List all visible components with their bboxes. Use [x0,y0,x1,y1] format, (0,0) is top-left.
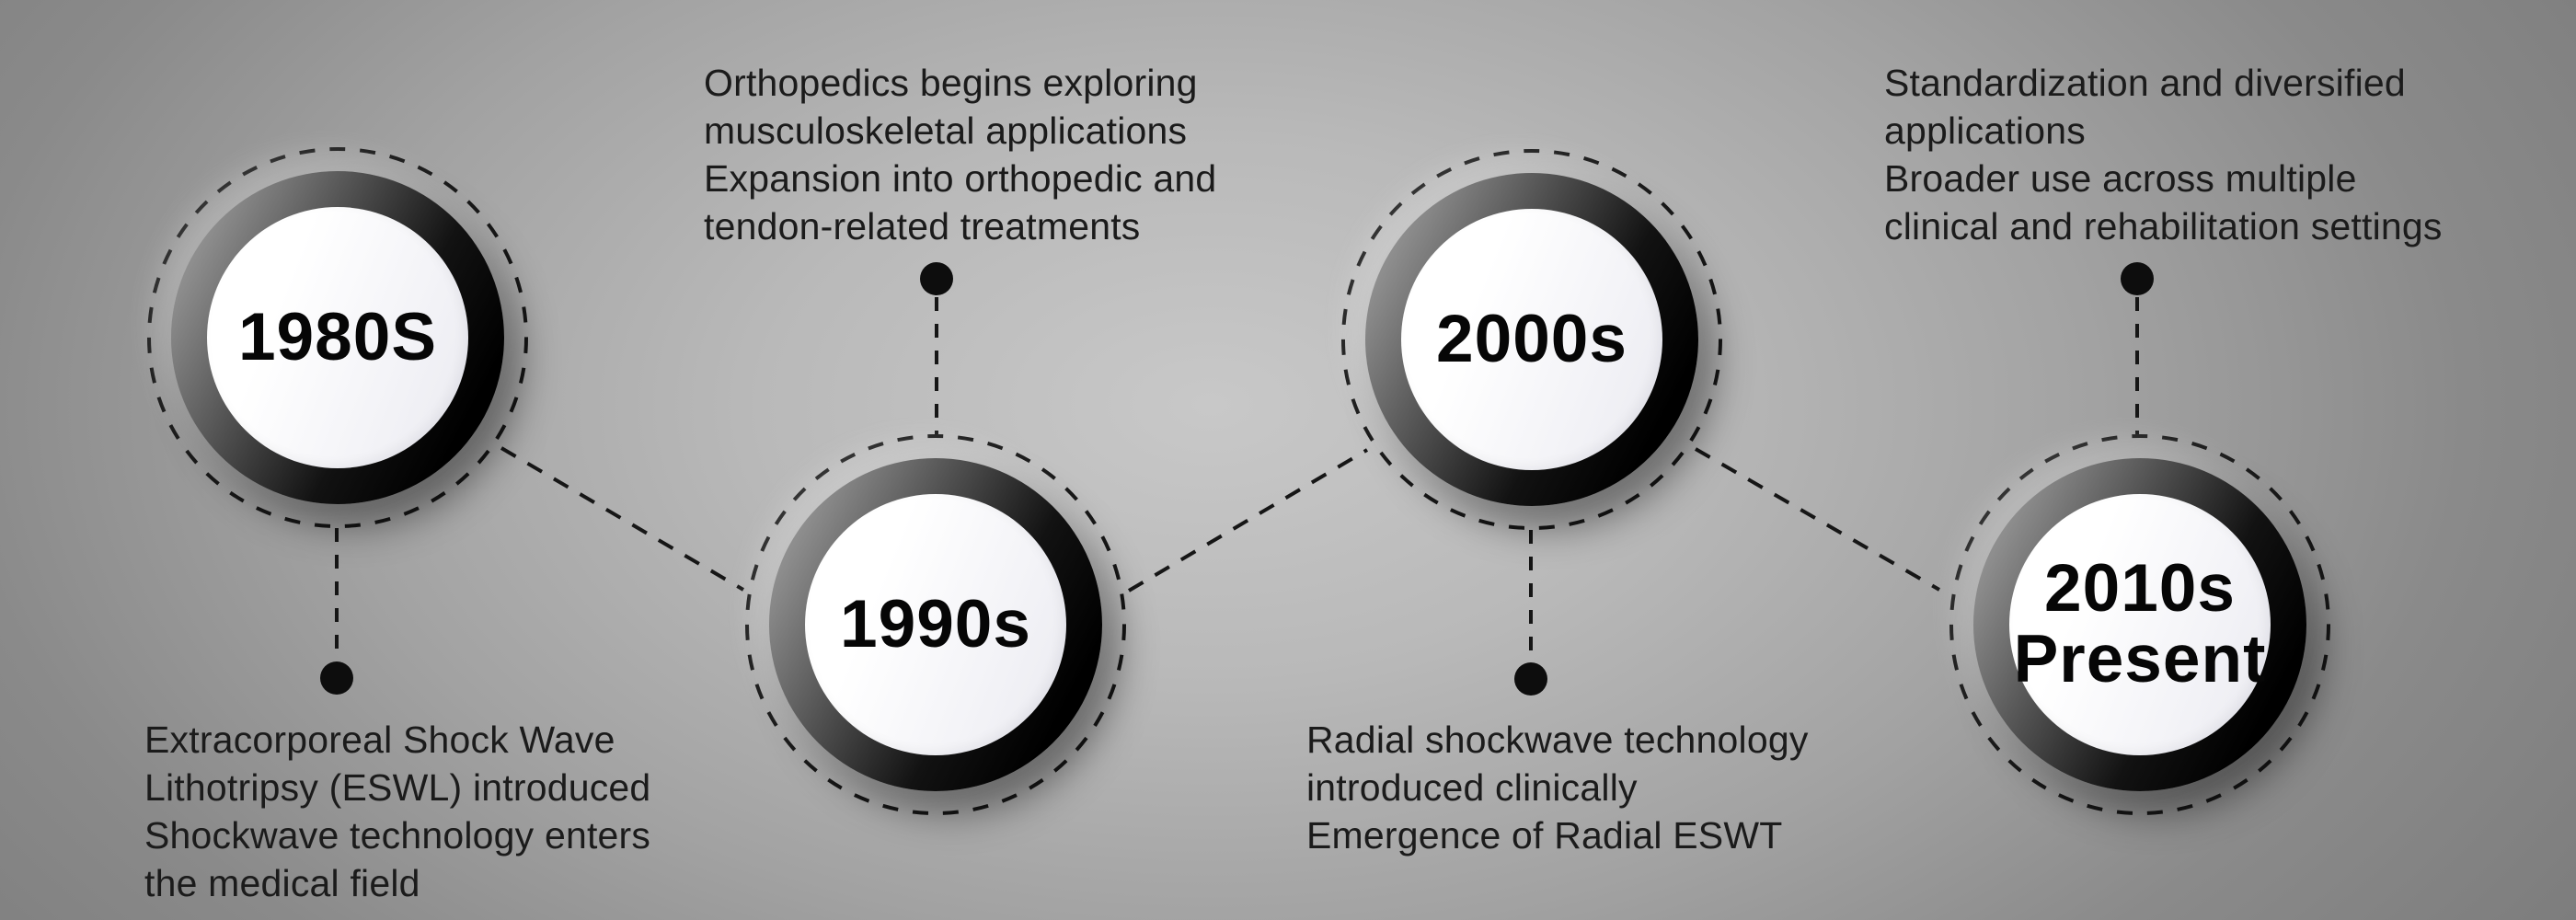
timeline-node-2010s: 2010s Present [1973,458,2306,791]
description-1980s: Extracorporeal Shock Wave Lithotripsy (E… [144,719,651,904]
description-2010s: Standardization and diversified applicat… [1884,62,2443,247]
timeline-node-2000s: 2000s [1365,173,1698,506]
node-label-2000s: 2000s [1436,301,1627,376]
marker-dot-icon-1980s [320,661,353,695]
node-face-1990s: 1990s [805,494,1066,755]
dashed-ring-icon-1990s [745,434,1126,815]
node-face-2000s: 2000s [1401,209,1662,470]
dashed-ring-icon-2000s [1341,149,1722,530]
node-face-1980s: 1980S [207,207,468,468]
connector-1990s-2000s [1127,448,1369,592]
dashed-ring-icon-2010s [1949,434,2330,815]
connector-2000s-2010s [1694,447,1941,592]
node-face-2010s: 2010s Present [2009,494,2271,755]
connector-1980s-1990s [500,446,745,592]
marker-dot-icon-2000s [1514,662,1547,696]
dashed-ring-icon-1980s [147,147,528,528]
marker-dot-icon-2010s [2121,262,2154,295]
node-label-2010s: 2010s Present [2013,551,2267,696]
node-label-1980s: 1980S [237,299,438,374]
description-2000s: Radial shockwave technology introduced c… [1306,719,1809,857]
node-label-1990s: 1990s [840,586,1031,661]
description-1990s: Orthopedics begins exploring musculoskel… [704,62,1217,247]
timeline-node-1990s: 1990s [769,458,1102,791]
marker-dot-icon-1990s [920,262,953,295]
timeline-node-1980s: 1980S [171,171,504,504]
